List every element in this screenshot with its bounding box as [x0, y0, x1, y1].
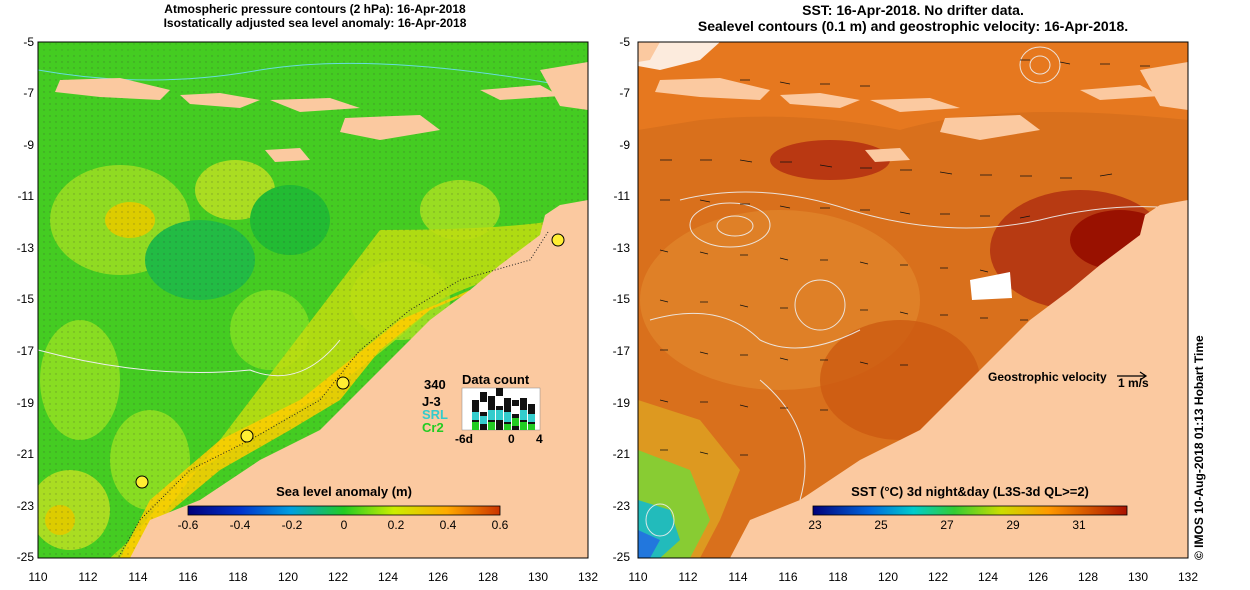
data-count-xlabel: 0	[508, 432, 515, 446]
xtick: 114	[728, 570, 748, 584]
ytick: -5	[619, 35, 630, 49]
ytick: -19	[16, 396, 34, 410]
ytick: -9	[23, 138, 34, 152]
sla-cbar-tick: -0.4	[229, 518, 251, 532]
mission-label-cr2: Cr2	[422, 420, 444, 435]
xtick: 114	[128, 570, 148, 584]
xtick: 112	[78, 570, 98, 584]
ytick: -7	[23, 86, 34, 100]
xtick: 126	[1027, 570, 1049, 584]
xtick: 128	[1077, 570, 1099, 584]
sla-cbar-tick: -0.6	[177, 518, 199, 532]
xtick: 118	[828, 570, 848, 584]
ytick: -7	[619, 86, 630, 100]
mission-label-srl: SRL	[422, 407, 448, 422]
xtick: 132	[1177, 570, 1199, 584]
sst-colorbar-title: SST (°C) 3d night&day (L3S-3d QL>=2)	[851, 484, 1089, 499]
xtick: 132	[577, 570, 599, 584]
sst-cbar-tick: 25	[874, 518, 888, 532]
right-title-line2: Sealevel contours (0.1 m) and geostrophi…	[697, 18, 1129, 34]
data-count-xlabel: 4	[536, 432, 543, 446]
java-island	[55, 78, 170, 100]
data-count-xlabel: -6d	[455, 432, 473, 446]
tide-gauge-marker	[336, 376, 350, 390]
xtick: 120	[877, 570, 899, 584]
sst-cbar-tick: 27	[940, 518, 954, 532]
ytick: -13	[16, 241, 34, 255]
velocity-legend-label: Geostrophic velocity	[988, 370, 1107, 384]
xtick: 124	[977, 570, 999, 584]
ytick: -5	[23, 35, 34, 49]
no-data-area	[970, 272, 1012, 300]
xtick: 120	[277, 570, 299, 584]
right-panel-title: SST: 16-Apr-2018. No drifter data. Seale…	[638, 2, 1188, 34]
xtick: 116	[178, 570, 198, 584]
tide-gauge-marker	[551, 233, 565, 247]
sst-cbar-tick: 23	[808, 518, 822, 532]
data-count-panel	[461, 387, 541, 431]
left-map-frame	[37, 41, 589, 559]
left-panel-title: Atmospheric pressure contours (2 hPa): 1…	[40, 2, 590, 30]
imos-stamp: © IMOS 10-Aug-2018 01:13 Hobart Time	[1192, 335, 1206, 560]
sst-cbar-tick: 31	[1072, 518, 1086, 532]
xtick: 116	[778, 570, 798, 584]
xtick: 110	[628, 570, 648, 584]
xtick: 112	[678, 570, 698, 584]
data-count-total: 340	[424, 377, 446, 392]
ytick: -17	[16, 344, 34, 358]
right-map-frame	[637, 41, 1189, 559]
sla-cbar-tick: 0.6	[491, 518, 509, 532]
ytick: -15	[16, 292, 34, 306]
ytick: -19	[612, 396, 630, 410]
tide-gauge-marker	[240, 429, 254, 443]
ytick: -25	[612, 550, 630, 564]
right-title-line1: SST: 16-Apr-2018. No drifter data.	[802, 2, 1024, 18]
tide-gauge-marker	[135, 475, 149, 489]
ytick: -17	[612, 344, 630, 358]
left-title-line2: Isostatically adjusted sea level anomaly…	[163, 16, 467, 30]
xtick: 110	[28, 570, 48, 584]
sst-cbar-tick: 29	[1006, 518, 1020, 532]
timor-island	[340, 115, 440, 140]
data-count-title: Data count	[462, 372, 530, 387]
velocity-legend-unit: 1 m/s	[1118, 376, 1149, 390]
ytick: -25	[16, 550, 34, 564]
sla-cbar-tick: 0.2	[387, 518, 405, 532]
ytick: -15	[612, 292, 630, 306]
ytick: -23	[16, 499, 34, 513]
ytick: -13	[612, 241, 630, 255]
sst-map	[638, 42, 1188, 558]
ytick: -9	[619, 138, 630, 152]
left-title-line1: Atmospheric pressure contours (2 hPa): 1…	[164, 2, 466, 16]
sla-colorbar	[187, 505, 501, 516]
xtick: 130	[1127, 570, 1149, 584]
sla-cbar-tick: 0	[340, 518, 348, 532]
xtick: 124	[377, 570, 399, 584]
ytick: -21	[16, 447, 34, 461]
ytick: -11	[613, 189, 630, 203]
xtick: 122	[927, 570, 949, 584]
ytick: -23	[612, 499, 630, 513]
sla-cbar-tick: -0.2	[281, 518, 303, 532]
xtick: 118	[228, 570, 248, 584]
xtick: 126	[427, 570, 449, 584]
xtick: 122	[327, 570, 349, 584]
ytick: -11	[17, 189, 34, 203]
xtick: 130	[527, 570, 549, 584]
sla-map	[38, 42, 588, 558]
sla-cbar-tick: 0.4	[439, 518, 457, 532]
australia-land-right	[730, 200, 1188, 558]
velocity-arrows	[659, 59, 1150, 456]
velocity-legend-arrow	[1117, 371, 1148, 381]
sst-colorbar	[812, 505, 1128, 516]
sla-colorbar-title: Sea level anomaly (m)	[276, 484, 412, 499]
mission-label-j3: J-3	[422, 394, 441, 409]
ytick: -21	[612, 447, 630, 461]
australia-land	[130, 200, 588, 558]
xtick: 128	[477, 570, 499, 584]
